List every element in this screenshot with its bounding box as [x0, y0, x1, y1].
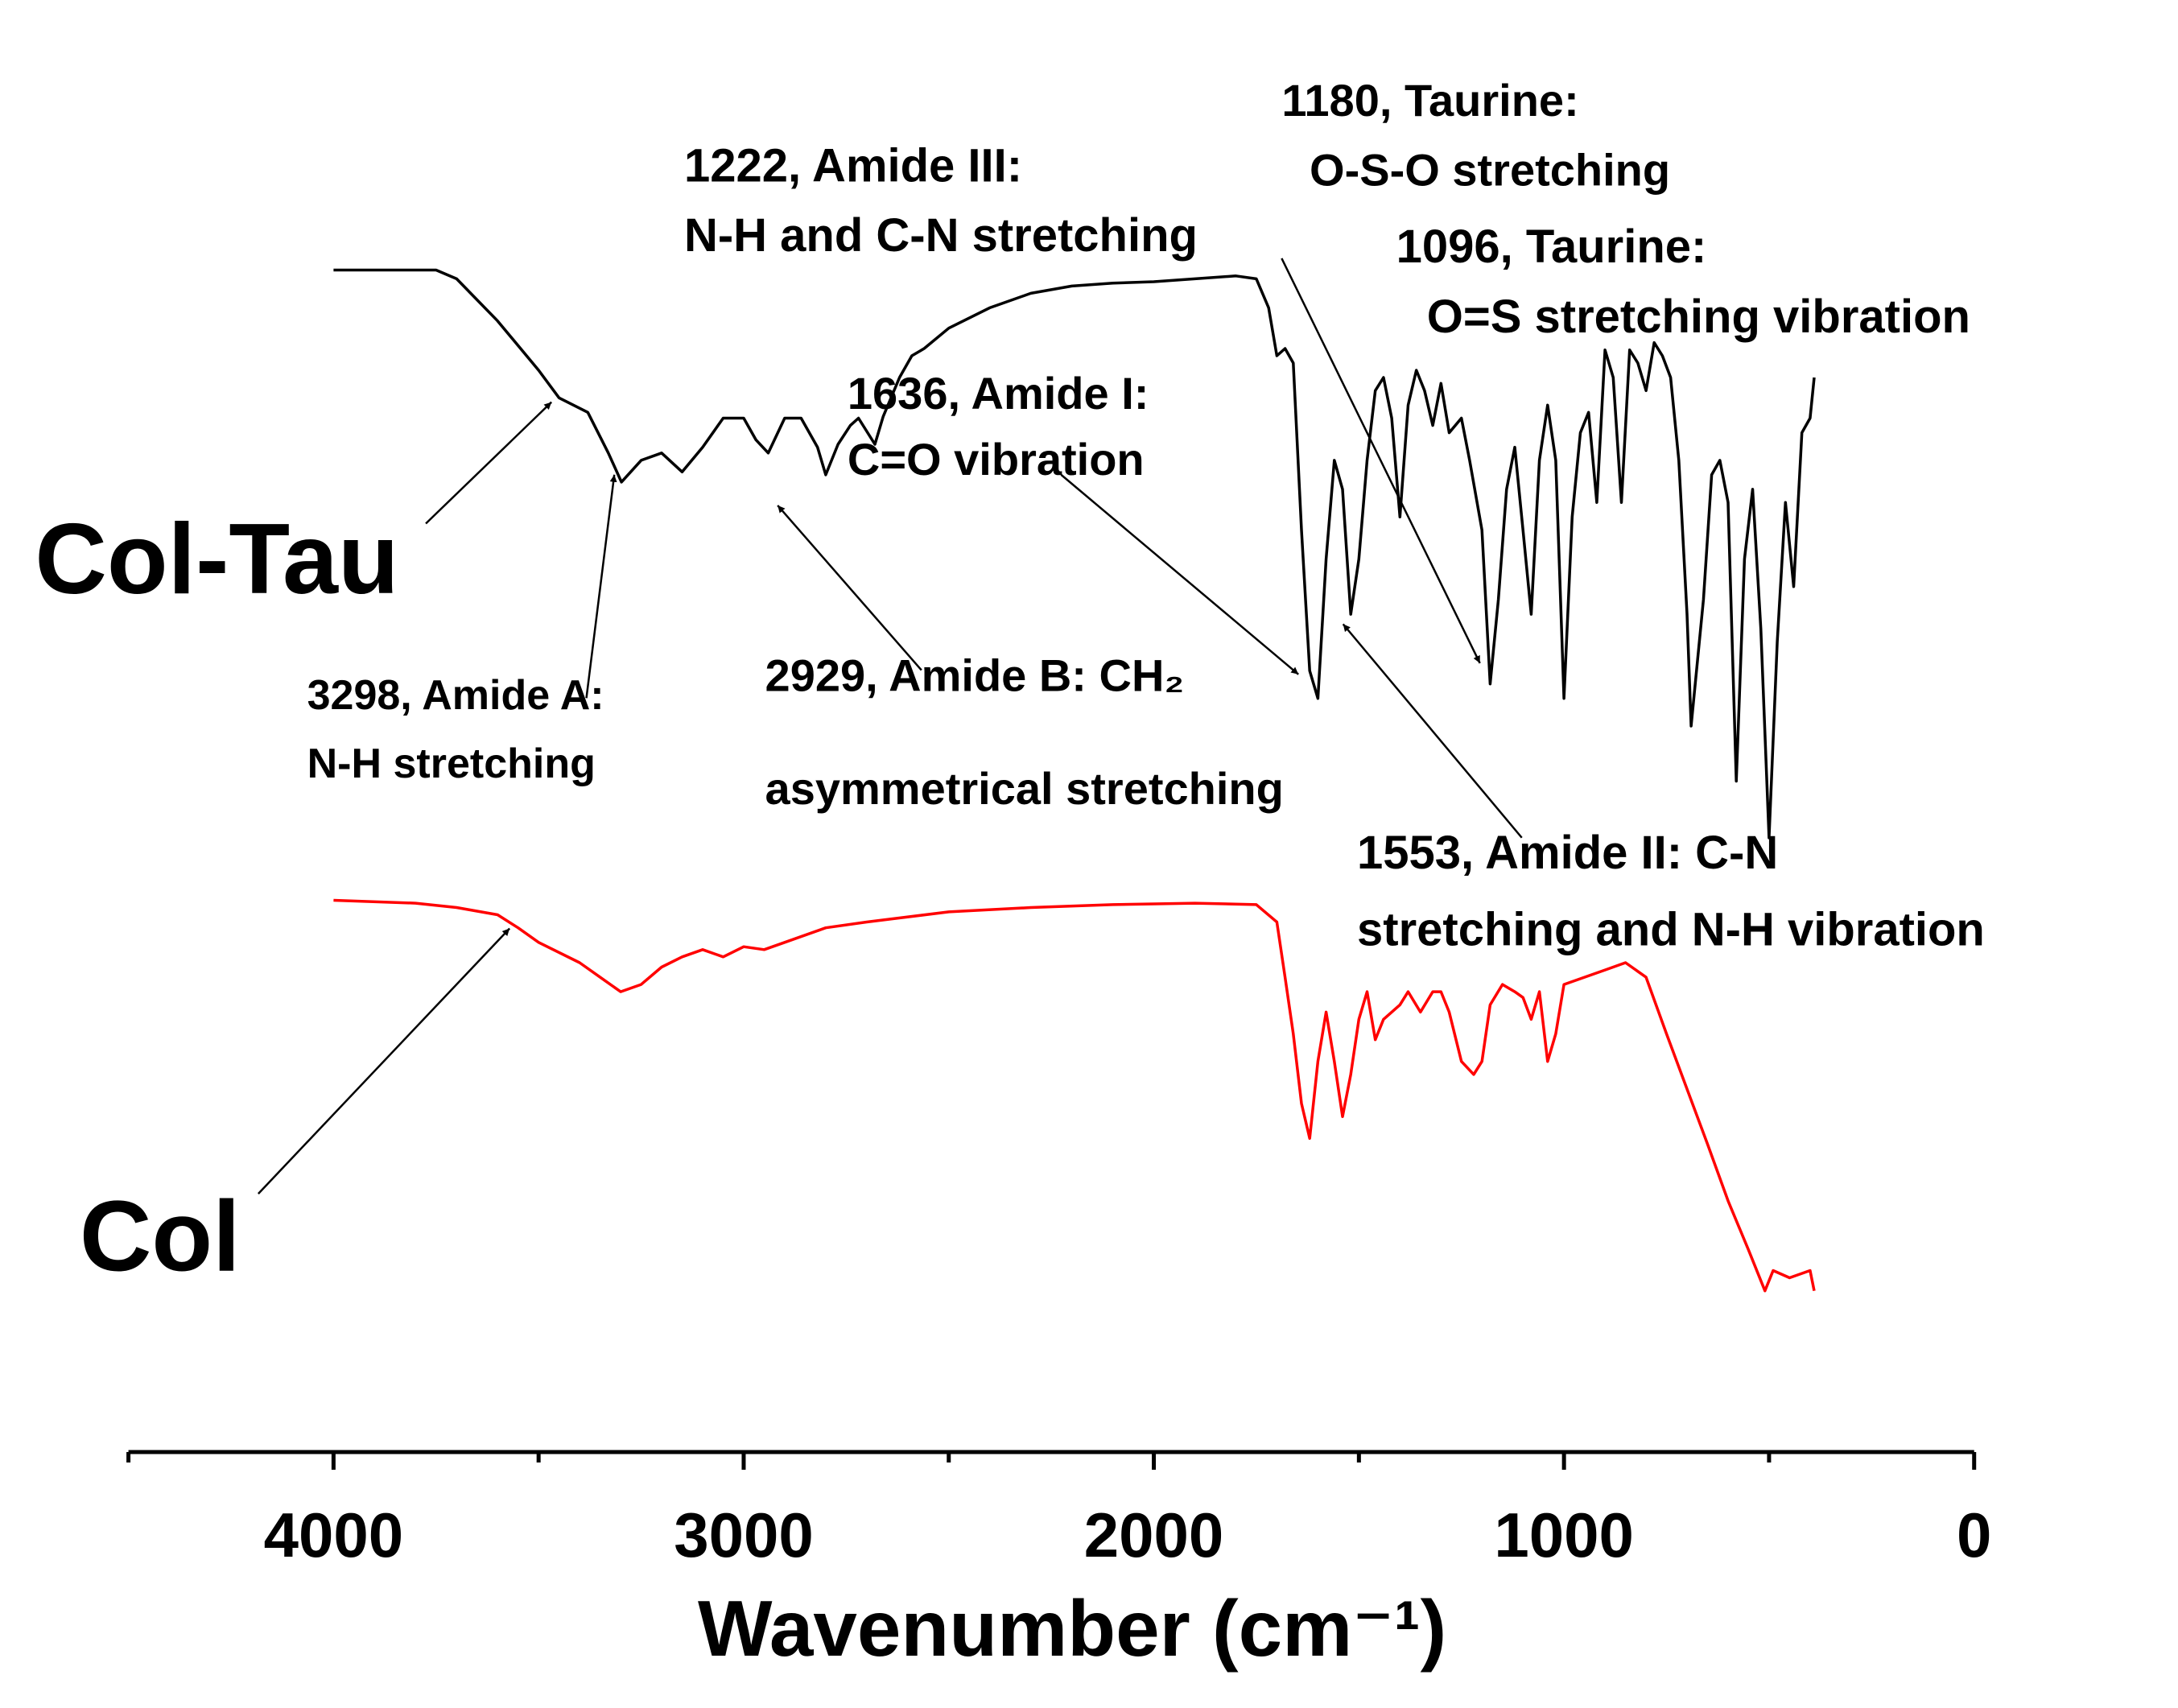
arrow — [425, 401, 553, 525]
arrow — [1281, 258, 1481, 664]
annotation: N-H and C-N stretching — [684, 209, 1198, 262]
annotation: 1180, Taurine: — [1281, 75, 1578, 126]
series-label: Col-Tau — [35, 504, 398, 615]
annotation: N-H stretching — [307, 741, 596, 787]
arrow — [585, 474, 617, 699]
annotation: 1553, Amide II: C-N — [1357, 827, 1778, 879]
arrow — [1342, 623, 1523, 839]
spectrum-line — [333, 898, 1816, 1293]
annotation: O=S stretching vibration — [1427, 291, 1970, 343]
annotation: O-S-O stretching — [1310, 145, 1670, 196]
x-tick-label: 0 — [1957, 1500, 1991, 1570]
spectrum-line — [333, 268, 1816, 840]
annotation: 3298, Amide A: — [307, 672, 604, 719]
series-label: Col — [80, 1181, 241, 1292]
annotation: 1636, Amide I: — [848, 368, 1149, 419]
annotation: 1222, Amide III: — [684, 139, 1022, 192]
annotation: asymmetrical stretching — [765, 763, 1284, 814]
x-tick-label: 2000 — [1084, 1500, 1224, 1570]
arrow — [257, 927, 511, 1194]
annotation: 2929, Amide B: CH₂ — [765, 650, 1185, 701]
annotation: 1096, Taurine: — [1396, 221, 1707, 273]
annotation: stretching and N-H vibration — [1357, 903, 1985, 955]
arrow — [1060, 473, 1299, 675]
arrow — [777, 505, 922, 671]
x-axis-label: Wavenumber (cm⁻¹) — [698, 1584, 1446, 1673]
x-tick-label: 4000 — [264, 1500, 404, 1570]
annotation: C=O vibration — [848, 434, 1145, 485]
x-tick-label: 1000 — [1494, 1500, 1634, 1570]
x-tick-label: 3000 — [674, 1500, 814, 1570]
